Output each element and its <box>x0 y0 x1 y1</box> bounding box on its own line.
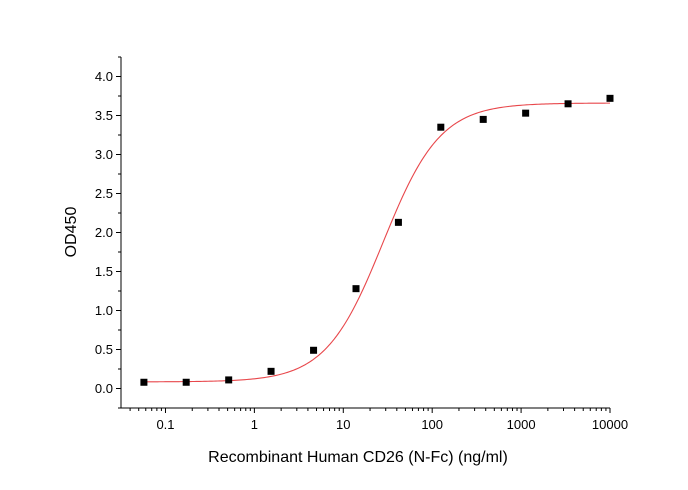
y-tick-label: 4.0 <box>95 69 113 84</box>
data-point <box>352 285 360 293</box>
x-tick-label: 0.1 <box>156 417 174 432</box>
data-point <box>140 378 148 386</box>
data-point <box>310 346 318 354</box>
data-point <box>182 378 190 386</box>
x-tick-label: 1000 <box>507 417 536 432</box>
data-point <box>437 123 445 131</box>
y-tick-label: 1.0 <box>95 303 113 318</box>
data-point <box>606 94 614 102</box>
y-tick-label: 0.0 <box>95 381 113 396</box>
x-tick-label: 10000 <box>592 417 628 432</box>
y-axis-label: OD450 <box>63 207 80 258</box>
fit-curve <box>143 102 611 383</box>
x-tick-label: 100 <box>421 417 443 432</box>
points-layer <box>140 94 614 386</box>
axes: 0.0 0.5 1.0 1.5 2.0 2.5 3.0 3.5 4.0 0.1 1 10 100 1000… <box>95 56 628 432</box>
y-tick-label: 2.0 <box>95 225 113 240</box>
data-point <box>225 376 233 384</box>
x-tick-label: 10 <box>336 417 350 432</box>
labels-layer: Recombinant Human CD26 (N-Fc) (ng/ml) OD… <box>63 207 508 466</box>
data-point <box>394 218 402 226</box>
data-point <box>479 115 487 123</box>
y-tick-label: 1.5 <box>95 264 113 279</box>
fit-layer <box>143 102 611 383</box>
data-point <box>564 100 572 108</box>
y-tick-label: 3.5 <box>95 108 113 123</box>
x-axis-label: Recombinant Human CD26 (N-Fc) (ng/ml) <box>208 449 508 466</box>
data-point <box>267 367 275 375</box>
y-tick-label: 3.0 <box>95 147 113 162</box>
y-tick-label: 0.5 <box>95 342 113 357</box>
y-tick-label: 2.5 <box>95 186 113 201</box>
data-point <box>522 109 530 117</box>
x-tick-label: 1 <box>251 417 258 432</box>
